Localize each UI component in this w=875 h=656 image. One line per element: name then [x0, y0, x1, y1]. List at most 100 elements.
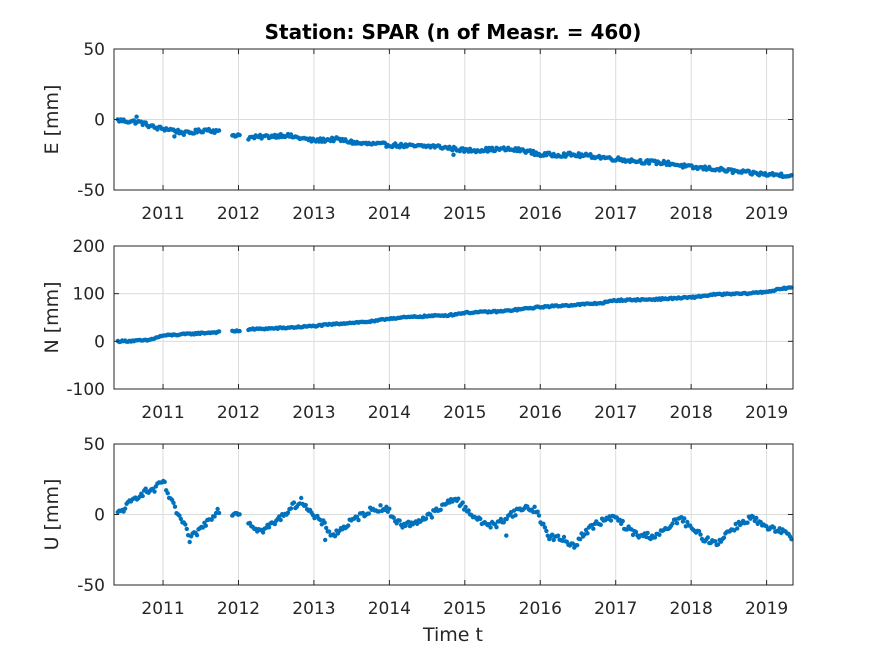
x-tick-label: 2014	[368, 599, 411, 619]
data-point	[504, 516, 509, 522]
data-point	[645, 530, 650, 536]
data-point	[758, 519, 763, 525]
y-tick-label: 50	[83, 40, 105, 60]
data-point	[332, 534, 338, 539]
x-tick-label: 2011	[141, 599, 184, 619]
data-point	[438, 507, 443, 512]
x-tick-label: 2016	[519, 204, 562, 224]
data-point	[478, 516, 483, 521]
x-tick-label: 2013	[292, 403, 335, 423]
data-point	[378, 503, 383, 508]
x-tick-label: 2019	[745, 599, 788, 619]
data-point	[187, 539, 192, 545]
data-point	[260, 530, 266, 535]
data-point	[266, 525, 272, 530]
x-tick-label: 2018	[670, 204, 713, 224]
data-point	[323, 537, 328, 543]
y-tick-label: -50	[77, 181, 105, 201]
series-points	[115, 285, 794, 345]
data-point	[535, 509, 540, 514]
data-point	[575, 543, 580, 548]
data-point	[285, 510, 291, 515]
axes-frame	[113, 245, 794, 390]
y-tick-label: 100	[73, 285, 105, 305]
x-tick-label: 2019	[745, 204, 788, 224]
data-point	[278, 517, 283, 523]
data-point	[177, 513, 182, 518]
x-tick-label: 2012	[217, 204, 260, 224]
data-point	[698, 532, 703, 537]
y-tick-label: 50	[83, 435, 105, 455]
data-point	[715, 542, 721, 547]
data-point	[463, 504, 468, 510]
data-point	[291, 500, 297, 505]
data-point	[423, 516, 429, 521]
x-tick-label: 2011	[141, 403, 184, 423]
data-point	[237, 512, 242, 517]
data-point	[165, 491, 170, 496]
y-axis-label: E [mm]	[41, 85, 63, 155]
data-point	[598, 522, 603, 527]
data-point	[346, 523, 351, 528]
y-tick-label: -50	[77, 576, 105, 596]
x-tick-label: 2018	[670, 403, 713, 423]
data-point	[237, 132, 242, 138]
data-point	[771, 525, 777, 530]
panel-n: 2011 2012 2013 2014 2015 2016 2017 2018 2019 200 1…	[41, 237, 794, 423]
x-tick-label: 2014	[368, 204, 411, 224]
data-point	[466, 508, 471, 513]
data-point	[216, 329, 222, 334]
data-point	[577, 537, 583, 542]
chart-title: Station: SPAR (n of Measr. = 460)	[265, 20, 642, 44]
data-point	[488, 525, 493, 530]
data-point	[356, 517, 361, 523]
x-tick-label: 2017	[594, 599, 637, 619]
data-point	[212, 514, 217, 519]
data-point	[209, 517, 214, 522]
data-point	[184, 526, 189, 532]
data-point	[541, 521, 546, 526]
panels: 2011 2012 2013 2014 2015 2016 2017 2018 2019 50 0 -…	[41, 40, 794, 619]
data-point	[588, 152, 593, 157]
data-point	[754, 515, 759, 521]
x-tick-label: 2014	[368, 403, 411, 423]
data-point	[451, 152, 456, 157]
data-point	[745, 520, 750, 525]
data-point	[272, 521, 277, 527]
x-tick-label: 2012	[217, 403, 260, 423]
data-point	[387, 506, 392, 511]
y-tick-label: 0	[94, 111, 105, 131]
data-point	[620, 518, 625, 524]
data-point	[122, 506, 128, 511]
data-point	[608, 518, 614, 523]
data-point	[721, 535, 727, 540]
data-point	[326, 529, 332, 534]
data-point	[696, 529, 702, 534]
x-tick-label: 2012	[217, 599, 260, 619]
data-point	[216, 128, 222, 133]
data-point	[215, 506, 220, 512]
data-point	[391, 515, 396, 520]
data-point	[591, 526, 596, 531]
x-tick-label: 2016	[519, 403, 562, 423]
data-point	[366, 511, 371, 516]
data-point	[143, 486, 148, 491]
data-point	[299, 495, 304, 501]
data-point	[183, 522, 188, 527]
data-point	[324, 525, 329, 531]
x-tick-label: 2015	[443, 599, 486, 619]
data-point	[194, 533, 200, 538]
data-point	[397, 518, 402, 523]
data-point	[456, 496, 461, 501]
data-point	[140, 493, 145, 499]
data-point	[203, 523, 208, 528]
x-tick-label: 2019	[745, 403, 788, 423]
data-point	[216, 510, 222, 516]
x-tick-label: 2016	[519, 599, 562, 619]
panel-e: 2011 2012 2013 2014 2015 2016 2017 2018 2019 50 0 -…	[41, 40, 794, 224]
data-point	[536, 513, 542, 518]
data-point	[171, 500, 176, 505]
y-tick-label: -100	[66, 380, 105, 400]
y-tick-label: 0	[94, 332, 105, 352]
data-point	[237, 328, 242, 334]
